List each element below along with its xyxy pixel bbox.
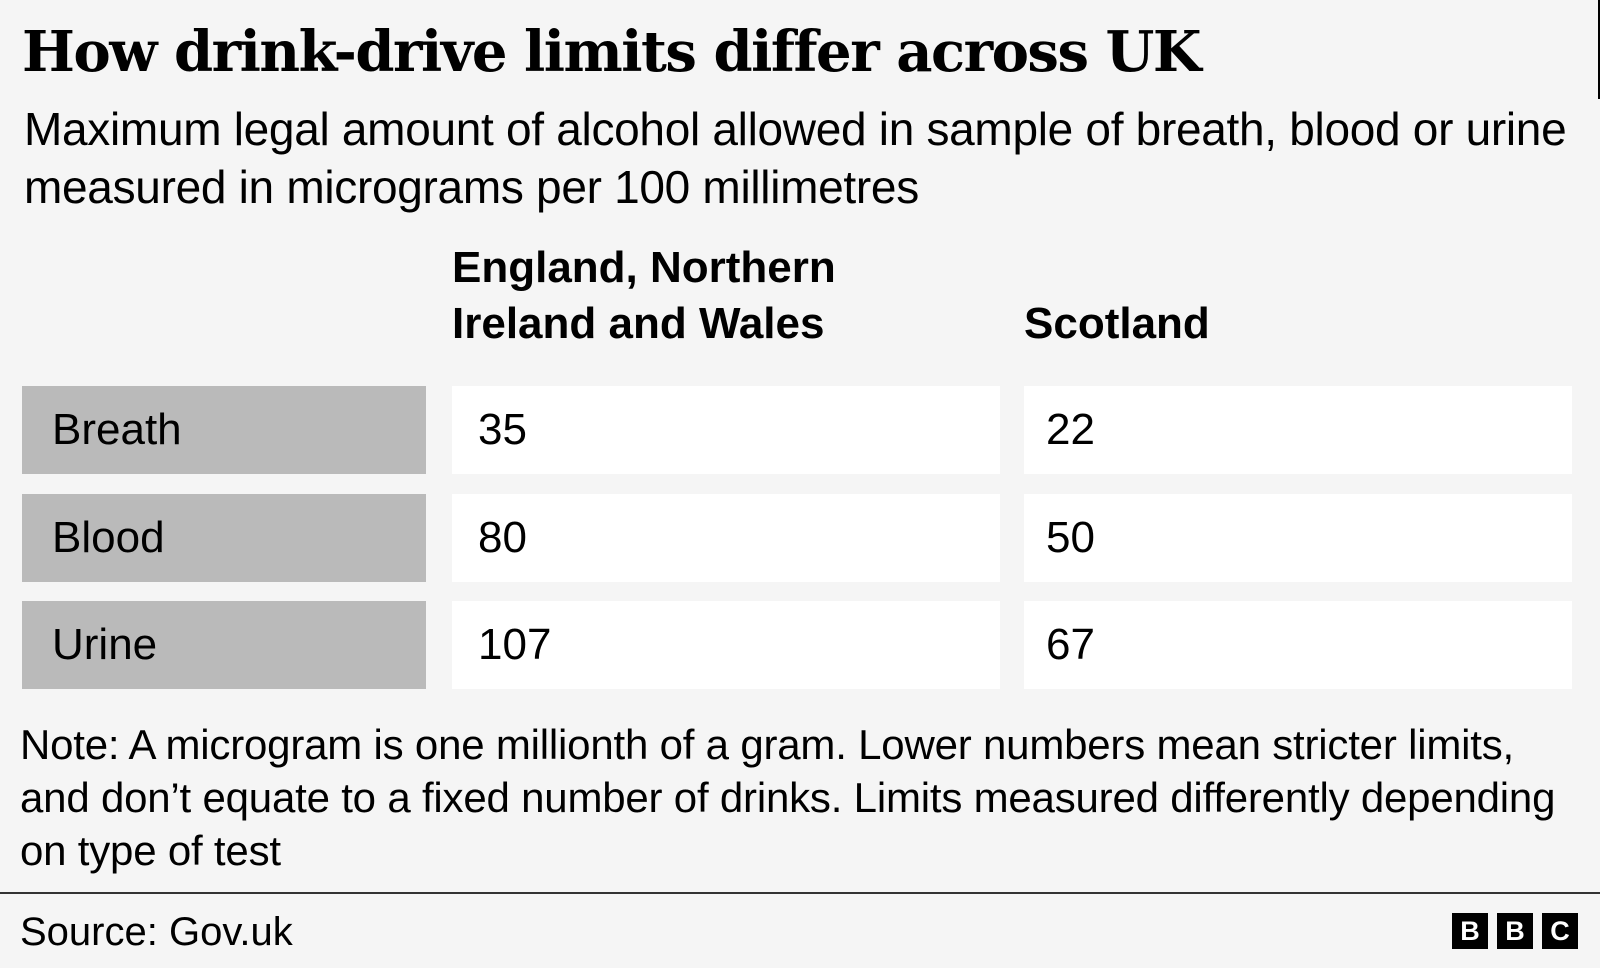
column-header-scotland: Scotland [1024, 299, 1210, 348]
row-label: Blood [22, 494, 426, 582]
logo-letter: B [1452, 913, 1488, 949]
logo-letter: C [1542, 913, 1578, 949]
row-label: Breath [22, 386, 426, 474]
edge-divider [1598, 0, 1600, 99]
row-label: Urine [22, 601, 426, 689]
bbc-logo-icon: B B C [1452, 913, 1578, 949]
column-header-england-ni-wales: England, Northern Ireland and Wales [452, 240, 892, 352]
chart-subtitle: Maximum legal amount of alcohol allowed … [24, 103, 1567, 213]
value-scotland: 50 [1024, 494, 1572, 582]
value-england-ni-wales: 107 [452, 601, 1000, 689]
table-row-urine: Urine 107 67 [22, 601, 1572, 689]
footnote: Note: A microgram is one millionth of a … [20, 721, 1556, 874]
logo-letter: B [1497, 913, 1533, 949]
column-header-label: England, Northern Ireland and Wales [452, 243, 836, 348]
table-row-breath: Breath 35 22 [22, 386, 1572, 474]
footer-divider [0, 892, 1600, 894]
value-england-ni-wales: 80 [452, 494, 1000, 582]
chart-title: How drink-drive limits differ across UK [22, 19, 1201, 85]
value-scotland: 22 [1024, 386, 1572, 474]
value-england-ni-wales: 35 [452, 386, 1000, 474]
value-scotland: 67 [1024, 601, 1572, 689]
table-row-blood: Blood 80 50 [22, 494, 1572, 582]
source-label: Source: Gov.uk [20, 910, 293, 954]
